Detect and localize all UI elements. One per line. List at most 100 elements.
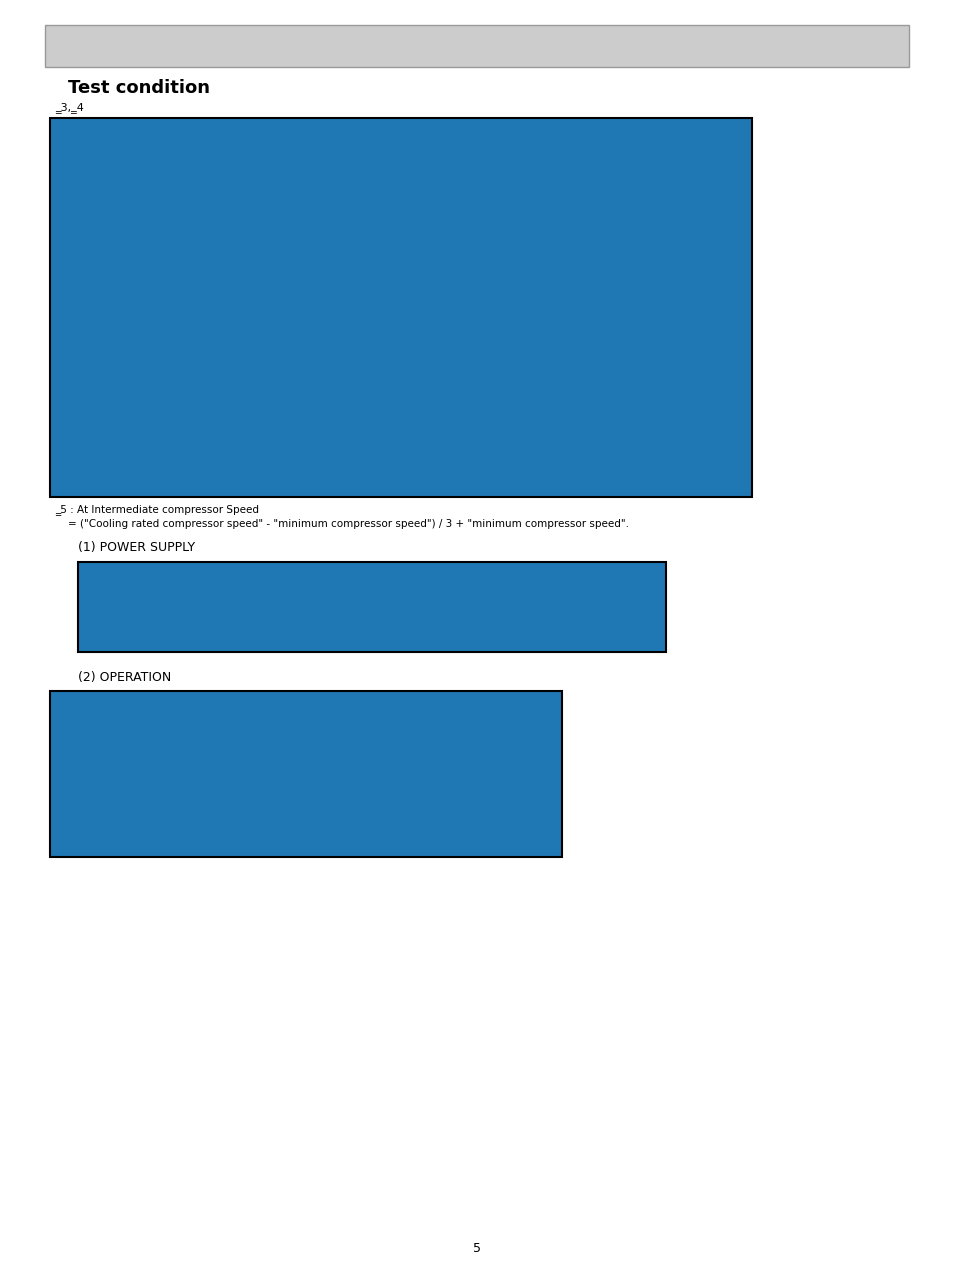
Bar [406, 823, 483, 840]
Bar [208, 562, 355, 584]
Bar [567, 137, 659, 156]
Bar [328, 806, 406, 823]
Text: Outdoor air condition: Outdoor air condition [600, 122, 719, 132]
Bar [250, 823, 328, 840]
Text: 47: 47 [606, 415, 620, 425]
Text: at Intermediate compressor Speed ‗5: at Intermediate compressor Speed ‗5 [142, 482, 338, 492]
Bar [659, 373, 751, 404]
Bar [384, 404, 476, 435]
Text: Minimum temperature: Minimum temperature [117, 843, 234, 854]
Bar [567, 218, 659, 249]
Text: Mode: Mode [66, 710, 96, 720]
Bar [567, 435, 659, 466]
Bar [112, 772, 250, 789]
Bar [384, 373, 476, 404]
Bar [112, 756, 250, 772]
Text: 230 V: 230 V [470, 600, 497, 611]
Bar [50, 738, 112, 806]
Bar [78, 562, 665, 653]
Text: (65): (65) [694, 197, 717, 207]
Bar [50, 118, 751, 497]
Text: Minimum temperature: Minimum temperature [117, 776, 234, 786]
Bar [567, 187, 659, 218]
Text: 70: 70 [422, 352, 436, 363]
Bar [78, 562, 665, 653]
Text: 67: 67 [515, 167, 529, 177]
Text: at rated compressor Speed: at rated compressor Speed [142, 172, 284, 182]
Text: 67: 67 [359, 827, 374, 837]
Text: 80: 80 [422, 167, 436, 177]
Text: 70: 70 [422, 415, 436, 425]
Bar [476, 156, 567, 187]
Text: (2) OPERATION: (2) OPERATION [78, 670, 172, 683]
Bar [567, 404, 659, 435]
Bar [328, 738, 406, 756]
Bar [659, 249, 751, 280]
Text: at rated compressor Speed: at rated compressor Speed [142, 204, 284, 214]
Text: 70: 70 [422, 322, 436, 332]
Bar [659, 137, 751, 156]
Text: (53.5): (53.5) [689, 259, 722, 270]
Text: = ("Cooling rated compressor speed" - "minimum compressor speed") / 3 + "minimum: = ("Cooling rated compressor speed" - "m… [55, 519, 628, 529]
Bar [136, 342, 384, 373]
Bar [659, 218, 751, 249]
Text: 60: 60 [515, 445, 529, 455]
Text: 67: 67 [515, 290, 529, 300]
Text: ‗3,‗4: ‗3,‗4 [55, 103, 84, 113]
Bar [50, 435, 78, 466]
Text: 13: 13 [516, 843, 530, 854]
Text: (1) POWER SUPPLY: (1) POWER SUPPLY [78, 542, 195, 555]
Text: 67: 67 [515, 229, 529, 239]
Bar [50, 373, 78, 404]
Text: 67: 67 [515, 259, 529, 270]
Bar [659, 310, 751, 342]
Bar [78, 156, 136, 310]
Text: Standard temperature: Standard temperature [117, 809, 233, 819]
Bar [250, 840, 328, 857]
Bar [567, 156, 659, 187]
Text: at minimum compressor Speed: at minimum compressor Speed [142, 234, 305, 244]
Bar [476, 310, 567, 342]
Text: 43: 43 [699, 322, 712, 332]
Text: Guaranteed Voltage: Guaranteed Voltage [455, 569, 566, 577]
Text: 78 %: 78 % [314, 792, 342, 803]
Bar [659, 187, 751, 218]
Bar [136, 218, 384, 249]
Bar [476, 342, 567, 373]
Bar [406, 738, 483, 756]
Text: Indoor: Indoor [310, 711, 345, 720]
Text: Wet bulb (°F): Wet bulb (°F) [671, 141, 740, 151]
Bar [355, 562, 665, 584]
Text: 75: 75 [437, 827, 452, 837]
Bar [45, 25, 908, 67]
Bar [384, 249, 476, 280]
Bar [659, 156, 751, 187]
Bar [50, 156, 78, 187]
Bar [659, 280, 751, 310]
Bar [50, 404, 78, 435]
Bar [384, 342, 476, 373]
Bar [50, 466, 78, 497]
Text: 95: 95 [437, 742, 452, 752]
Text: Condition: Condition [154, 710, 208, 720]
Text: Maximum temperature: Maximum temperature [117, 827, 237, 837]
Text: 47: 47 [606, 322, 620, 332]
Bar [50, 691, 112, 738]
Text: 208/230 V
1 phase
60 Hz: 208/230 V 1 phase 60 Hz [253, 602, 311, 635]
Text: Frost Accumulation: Frost Accumulation [142, 471, 242, 481]
Bar [50, 691, 561, 857]
Bar [328, 756, 406, 772]
Bar [50, 806, 112, 857]
Text: at rated compressor Speed: at rated compressor Speed [142, 359, 284, 368]
Bar [476, 280, 567, 310]
Text: 70: 70 [422, 383, 436, 393]
Bar [659, 466, 751, 497]
Text: "A" Cooling Steady State: "A" Cooling Steady State [142, 162, 272, 170]
Bar [567, 118, 751, 137]
Text: 80: 80 [422, 197, 436, 207]
Bar [112, 789, 250, 806]
Bar [384, 187, 476, 218]
Bar [384, 118, 567, 137]
Text: Frost Accumulation: Frost Accumulation [142, 440, 242, 450]
Bar [328, 840, 406, 857]
